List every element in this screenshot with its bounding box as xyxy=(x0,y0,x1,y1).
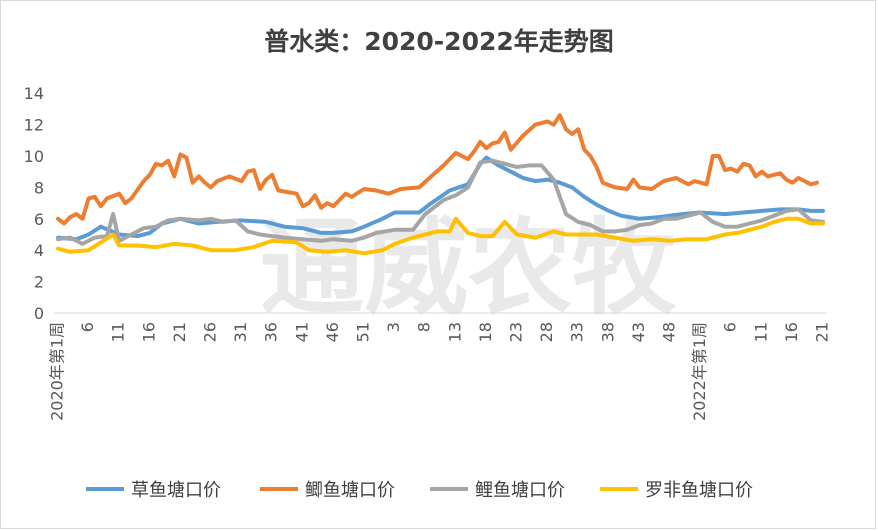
chart-title: 普水类：2020-2022年走势图 xyxy=(264,27,614,56)
legend: 草鱼塘口价 鲫鱼塘口价 鲤鱼塘口价 罗非鱼塘口价 xyxy=(86,480,753,501)
x-tick-label: 11 xyxy=(751,322,770,342)
x-tick-label: 16 xyxy=(139,322,158,342)
x-tick-label: 8 xyxy=(415,322,434,332)
y-tick-label: 0 xyxy=(34,304,44,323)
legend-label-3: 罗非鱼塘口价 xyxy=(645,480,753,501)
y-tick-label: 10 xyxy=(24,147,44,166)
y-tick-label: 2 xyxy=(34,273,44,292)
x-tick-label: 26 xyxy=(201,322,220,342)
y-tick-label: 4 xyxy=(34,241,44,260)
x-tick-label: 18 xyxy=(476,322,495,342)
series-line-3 xyxy=(56,216,825,256)
y-tick-label: 14 xyxy=(24,84,44,103)
x-tick-label: 31 xyxy=(231,322,250,342)
x-tick-label: 6 xyxy=(78,322,97,332)
x-tick-label: 11 xyxy=(109,322,128,342)
x-tick-label: 43 xyxy=(629,322,648,342)
x-tick-label: 51 xyxy=(354,322,373,342)
x-tick-label: 28 xyxy=(537,322,556,342)
x-tick-label: 16 xyxy=(782,322,801,342)
x-tick-label: 38 xyxy=(598,322,617,342)
series-line-2 xyxy=(56,158,825,246)
x-tick-label: 33 xyxy=(568,322,587,342)
x-tick-label: 3 xyxy=(384,322,403,332)
series-line-1 xyxy=(56,113,819,226)
x-tick-label: 6 xyxy=(721,322,740,332)
x-tick-label: 36 xyxy=(262,322,281,342)
y-tick-label: 12 xyxy=(24,116,44,135)
x-tick-label: 41 xyxy=(292,322,311,342)
x-tick-label: 21 xyxy=(813,322,832,342)
y-tick-label: 8 xyxy=(34,178,44,197)
x-year-label: 2022年第1周 xyxy=(690,322,709,421)
x-tick-label: 23 xyxy=(507,322,526,342)
series-lines xyxy=(56,113,825,256)
legend-label-2: 鲤鱼塘口价 xyxy=(475,480,565,501)
x-tick-label: 46 xyxy=(323,322,342,342)
legend-label-0: 草鱼塘口价 xyxy=(131,480,221,501)
y-tick-label: 6 xyxy=(34,210,44,229)
x-tick-label: 21 xyxy=(170,322,189,342)
x-tick-label: 13 xyxy=(445,322,464,342)
watermark-text: 通威农牧 xyxy=(260,207,677,329)
x-tick-label: 48 xyxy=(660,322,679,342)
watermark: 通威农牧 xyxy=(260,207,677,329)
legend-label-1: 鲫鱼塘口价 xyxy=(305,480,395,501)
x-year-label: 2020年第1周 xyxy=(48,322,67,421)
